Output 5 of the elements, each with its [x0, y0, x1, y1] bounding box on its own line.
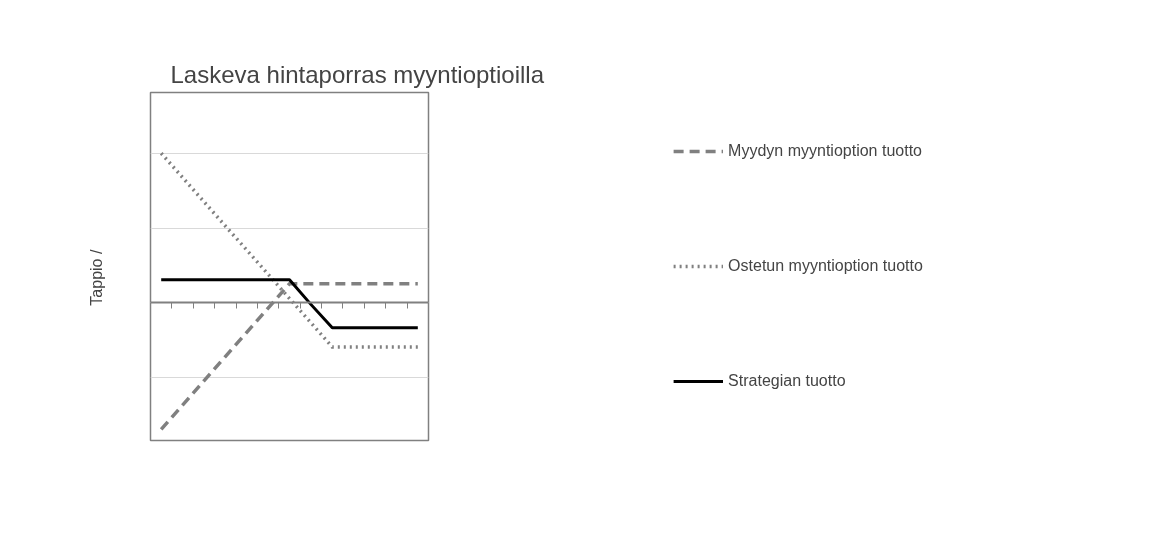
y-axis-title: Tappio /	[87, 249, 105, 306]
legend-label: Myydyn myyntioption tuotto	[728, 142, 922, 160]
legend-label: Ostetun myyntioption tuotto	[728, 257, 923, 275]
chart-title: Laskeva hintaporras myyntioptioilla	[170, 60, 545, 88]
legend-label: Strategian tuotto	[728, 372, 846, 390]
